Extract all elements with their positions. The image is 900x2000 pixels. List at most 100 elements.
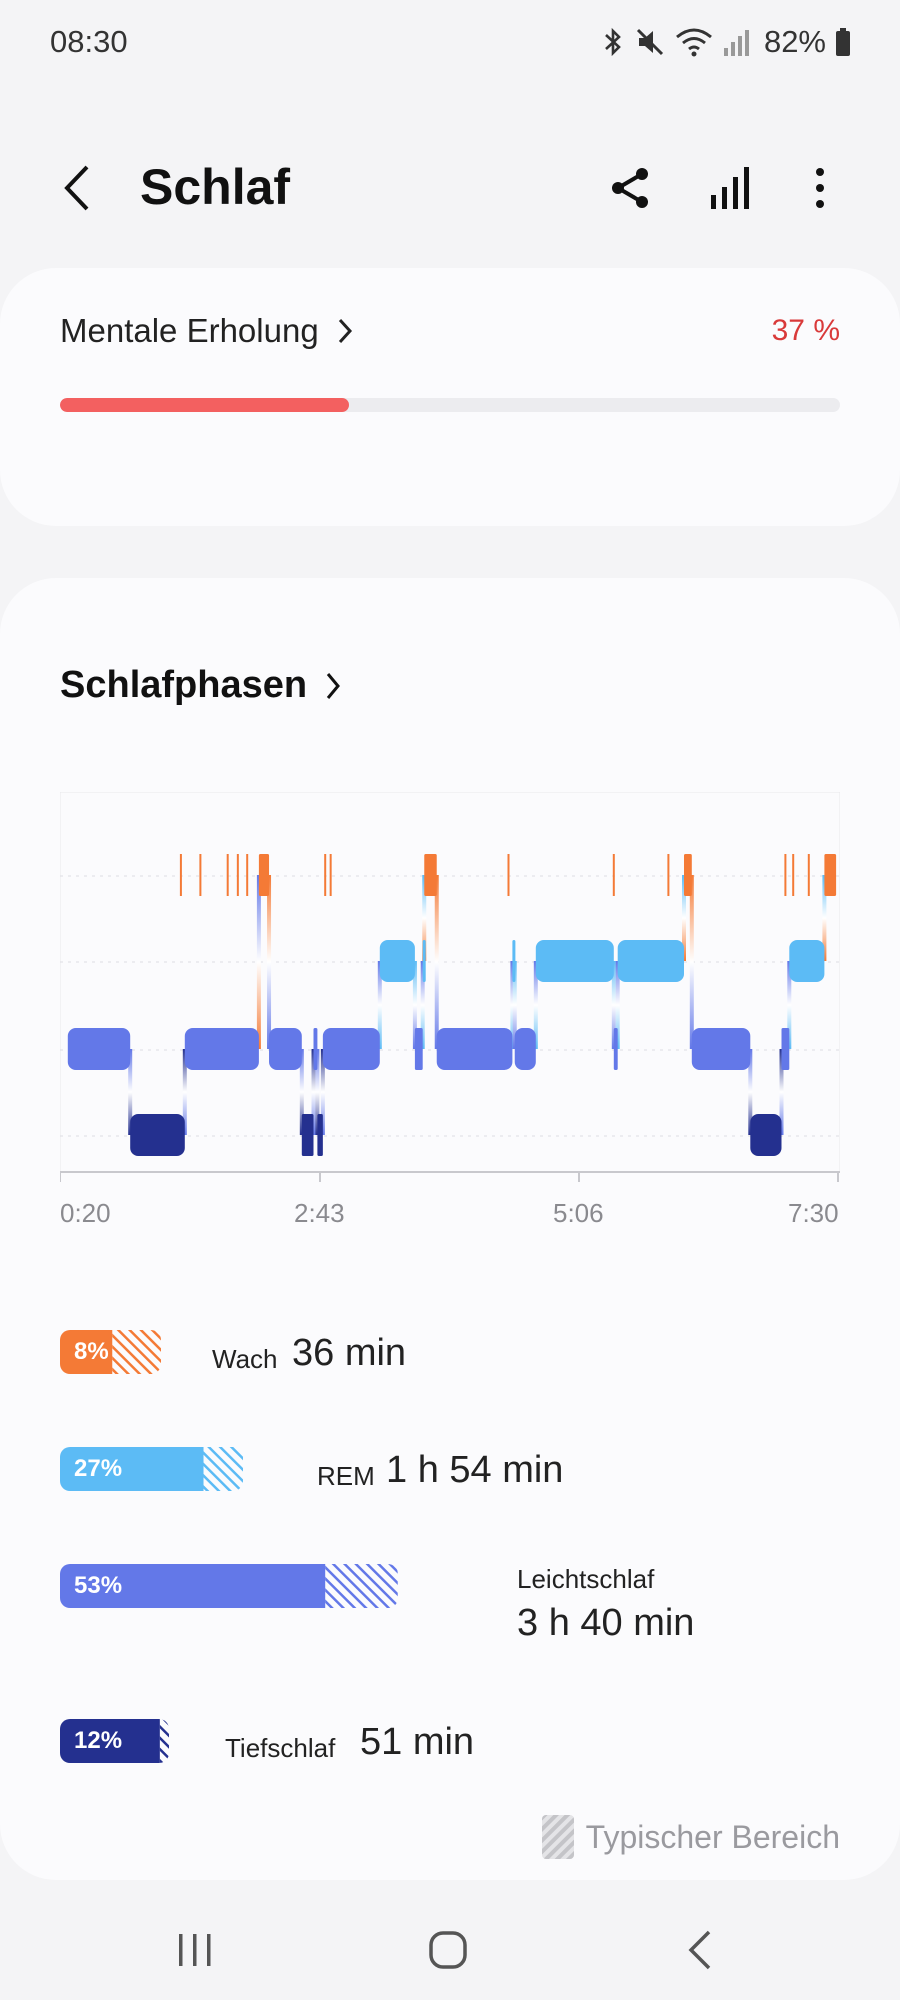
bluetooth-icon [600, 26, 626, 58]
stats-button[interactable] [700, 158, 760, 218]
stage-transition [320, 1049, 325, 1135]
stage-segment [130, 1114, 185, 1156]
stage-segment [317, 1114, 323, 1156]
stage-segment [684, 854, 692, 896]
sleep-phases-link[interactable]: Schlafphasen [60, 664, 341, 707]
stage-duration: 3 h 40 min [517, 1602, 695, 1644]
stage-transition [533, 961, 538, 1049]
legend-label: Typischer Bereich [585, 1818, 840, 1855]
back-nav-button[interactable] [660, 1918, 740, 1982]
stage-segment [424, 854, 437, 896]
status-bar: 08:30 82% [0, 0, 900, 86]
stage-percent: 53% [74, 1572, 123, 1599]
mental-recovery-card[interactable]: Mentale Erholung 37 % [0, 268, 900, 526]
stage-percent: 8% [74, 1338, 109, 1365]
stage-bar-fill [60, 1330, 113, 1374]
x-tick-label: 0:20 [60, 1198, 111, 1228]
stage-bar-fill [60, 1564, 326, 1608]
stage-percent: 27% [74, 1455, 123, 1482]
x-tick-label: 2:43 [294, 1198, 345, 1228]
typical-range-hatch [159, 1719, 170, 1763]
stage-transition [748, 1049, 753, 1135]
back-icon [64, 165, 89, 211]
home-icon [429, 1931, 467, 1969]
wifi-icon [674, 26, 714, 58]
stage-segment [67, 1028, 131, 1070]
share-button[interactable] [600, 158, 660, 218]
stage-duration: 1 h 54 min [386, 1449, 564, 1491]
stage-row-deep: 12% Tiefschlaf 51 min [60, 1719, 840, 1769]
signal-icon [722, 26, 750, 58]
stage-segment [313, 1028, 318, 1070]
stage-duration: 36 min [292, 1332, 407, 1374]
stage-transition [256, 875, 261, 1049]
stage-segment [691, 1028, 751, 1070]
stage-segment [789, 940, 825, 982]
hypnogram-chart [60, 792, 840, 1192]
stage-bar-graphic [60, 1719, 170, 1763]
chevron-right-icon [338, 318, 352, 344]
stage-segment [301, 1114, 314, 1156]
stage-transition [128, 1049, 133, 1135]
typical-range-legend: Typischer Bereich [541, 1815, 840, 1859]
stage-transition [615, 961, 620, 1049]
stage-bar-fill [60, 1447, 204, 1491]
stage-segment [436, 1028, 513, 1070]
stage-bar-light [60, 1564, 398, 1608]
stage-transition [822, 875, 827, 961]
stage-row-rem: 27% REM 1 h 54 min [60, 1447, 840, 1497]
stage-bar-fill [60, 1719, 160, 1763]
stage-transition [182, 1049, 187, 1135]
stage-transition [434, 875, 439, 1049]
stage-bar-rem [60, 1447, 244, 1491]
more-icon [816, 168, 824, 208]
home-button[interactable] [408, 1918, 488, 1982]
stage-segment [184, 1028, 259, 1070]
stage-segment [422, 940, 426, 982]
stage-transition [787, 961, 792, 1049]
stage-bar-graphic [60, 1564, 398, 1608]
stage-bar-graphic [60, 1330, 162, 1374]
stage-bar-deep [60, 1719, 170, 1763]
stage-segment [512, 940, 516, 982]
battery-percent: 82% [763, 24, 826, 59]
stage-transition [682, 875, 686, 961]
mental-recovery-value: 37 % [771, 314, 840, 347]
battery-icon [834, 27, 852, 57]
status-time: 08:30 [50, 24, 128, 59]
sleep-phases-card: Schlafphasen 0:20 2:43 5:06 7:30 8% Wach… [0, 578, 900, 1880]
stage-segment [750, 1114, 782, 1156]
mental-recovery-link[interactable]: Mentale Erholung [60, 312, 353, 350]
x-tick-label: 5:06 [553, 1198, 604, 1228]
stage-bar-graphic [60, 1447, 244, 1491]
hypnogram-svg [60, 792, 840, 1182]
stage-name: Tiefschlaf [225, 1733, 336, 1763]
status-icons: 82% [600, 22, 852, 62]
stage-segment [379, 940, 415, 982]
more-options-button[interactable] [790, 158, 850, 218]
stage-row-wake: 8% Wach 36 min [60, 1330, 840, 1380]
stage-transition [377, 961, 382, 1049]
stage-segment [514, 1028, 536, 1070]
recent-apps-icon [179, 1934, 211, 1966]
stage-segment [414, 1028, 423, 1070]
typical-range-hatch [325, 1564, 398, 1608]
stage-segment [617, 940, 684, 982]
stage-transition [510, 961, 515, 1049]
stage-transition [267, 875, 272, 1049]
stage-segment [781, 1028, 790, 1070]
page-title: Schlaf [140, 159, 291, 215]
recent-apps-button[interactable] [155, 1918, 235, 1982]
back-button[interactable] [52, 158, 102, 218]
hatch-swatch-icon [541, 1815, 574, 1859]
stage-percent: 12% [74, 1727, 123, 1754]
stage-segment [824, 854, 837, 896]
navigation-bar [0, 1900, 900, 2000]
stage-segment [258, 854, 270, 896]
mental-recovery-progress [60, 398, 840, 412]
stats-icon [711, 167, 749, 209]
stage-transition [611, 961, 616, 1049]
stage-transition [299, 1049, 304, 1135]
typical-range-hatch [203, 1447, 244, 1491]
stage-transition [779, 1049, 784, 1135]
